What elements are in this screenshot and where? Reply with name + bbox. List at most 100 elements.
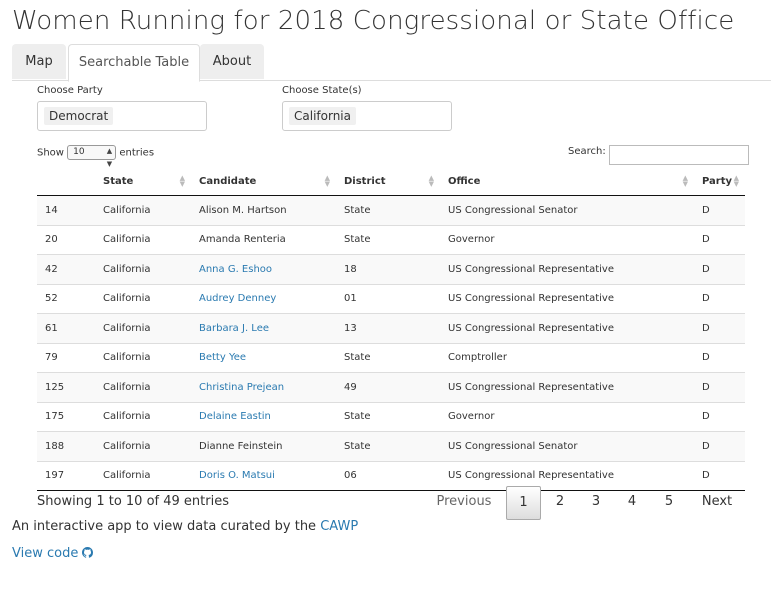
candidate-link[interactable]: Doris O. Matsui	[199, 470, 275, 482]
table-row[interactable]: 14 California Alison M. Hartson State US Con…	[37, 195, 745, 225]
cell-index: 61	[37, 313, 95, 343]
cawp-link[interactable]: CAWP	[320, 519, 359, 534]
column-header-party[interactable]: Party ▲ ▼	[694, 167, 745, 196]
entries-length-control: Show 10 ▲ ▼ entries	[37, 145, 155, 168]
entries-select[interactable]: 10 ▲ ▼	[67, 145, 117, 168]
view-code-link[interactable]: View code	[12, 546, 94, 561]
cell-candidate: Dianne Feinstein	[191, 431, 336, 461]
party-filter-label: Choose Party	[37, 85, 103, 96]
cell-candidate: Amanda Renteria	[191, 224, 336, 255]
github-icon	[82, 547, 94, 558]
table-row[interactable]: 175 California Delaine Eastin State Governor…	[37, 401, 745, 432]
cell-party: D	[694, 283, 745, 314]
table-info: Showing 1 to 10 of 49 entries	[37, 494, 229, 509]
cell-party: D	[694, 401, 745, 432]
table-row[interactable]: 20 California Amanda Renteria State Governor…	[37, 224, 745, 255]
entries-label: entries	[119, 147, 155, 159]
sort-icon: ▲ ▼	[179, 174, 185, 188]
table-row[interactable]: 61 California Barbara J. Lee 13 US Congressi…	[37, 313, 745, 343]
state-filter-label: Choose State(s)	[282, 85, 362, 96]
party-selected-value: Democrat	[44, 107, 114, 125]
previous-page-button[interactable]: Previous	[436, 494, 492, 509]
next-page-button[interactable]: Next	[701, 494, 733, 509]
cell-state: California	[95, 313, 191, 343]
cell-party: D	[694, 313, 745, 343]
table-row[interactable]: 197 California Doris O. Matsui 06 US Congres…	[37, 460, 745, 491]
page-button-3[interactable]: 3	[591, 494, 601, 509]
table-row[interactable]: 42 California Anna G. Eshoo 18 US Congressio…	[37, 254, 745, 284]
search-input[interactable]	[609, 145, 749, 165]
cell-district: 49	[336, 372, 440, 402]
state-selected-value: California	[289, 107, 356, 125]
tab-about[interactable]: About	[200, 44, 264, 79]
cell-index: 52	[37, 283, 95, 314]
tab-bar: Map Searchable Table About	[12, 44, 771, 82]
cell-index: 20	[37, 224, 95, 255]
cell-candidate: Anna G. Eshoo	[191, 254, 336, 284]
cell-office: US Congressional Senator	[440, 195, 694, 225]
table-row[interactable]: 52 California Audrey Denney 01 US Congressio…	[37, 283, 745, 314]
cell-index: 14	[37, 195, 95, 225]
cell-index: 79	[37, 342, 95, 373]
cell-party: D	[694, 372, 745, 402]
cell-district: State	[336, 342, 440, 373]
cell-district: State	[336, 224, 440, 255]
sort-icon: ▲ ▼	[428, 174, 434, 188]
candidate-link[interactable]: Audrey Denney	[199, 293, 277, 305]
page-button-2[interactable]: 2	[555, 494, 565, 509]
cell-office: US Congressional Representative	[440, 283, 694, 314]
cell-office: Comptroller	[440, 342, 694, 373]
cell-district: 18	[336, 254, 440, 284]
cell-party: D	[694, 195, 745, 225]
cell-candidate: Audrey Denney	[191, 283, 336, 314]
cell-index: 42	[37, 254, 95, 284]
candidate-link[interactable]: Anna G. Eshoo	[199, 263, 273, 275]
cell-district: 06	[336, 460, 440, 491]
cell-party: D	[694, 342, 745, 373]
cell-candidate: Doris O. Matsui	[191, 460, 336, 491]
page-title: Women Running for 2018 Congressional or …	[12, 6, 735, 36]
column-header-index[interactable]	[37, 167, 95, 196]
table-row[interactable]: 188 California Dianne Feinstein State US Con…	[37, 431, 745, 461]
show-label: Show	[37, 147, 64, 159]
cell-candidate: Barbara J. Lee	[191, 313, 336, 343]
cell-office: Governor	[440, 224, 694, 255]
page-button-1[interactable]: 1	[506, 486, 541, 520]
cell-district: 01	[336, 283, 440, 314]
cell-candidate: Betty Yee	[191, 342, 336, 373]
cell-district: State	[336, 431, 440, 461]
candidate-link[interactable]: Betty Yee	[199, 352, 247, 364]
column-header-state[interactable]: State ▲ ▼	[95, 167, 191, 196]
cell-index: 125	[37, 372, 95, 402]
cell-office: Governor	[440, 401, 694, 432]
cell-state: California	[95, 342, 191, 373]
column-header-district[interactable]: District ▲ ▼	[336, 167, 440, 196]
cell-state: California	[95, 431, 191, 461]
tab-searchable-table[interactable]: Searchable Table	[68, 44, 200, 82]
column-header-candidate[interactable]: Candidate ▲ ▼	[191, 167, 336, 196]
sort-icon: ▲ ▼	[733, 174, 739, 188]
cell-office: US Congressional Senator	[440, 431, 694, 461]
page-button-4[interactable]: 4	[627, 494, 637, 509]
cell-state: California	[95, 401, 191, 432]
cell-candidate: Delaine Eastin	[191, 401, 336, 432]
entries-value: 10	[73, 147, 85, 157]
page-button-5[interactable]: 5	[664, 494, 674, 509]
view-code-label: View code	[12, 546, 79, 561]
cell-state: California	[95, 460, 191, 491]
state-select[interactable]: California	[282, 101, 452, 131]
candidate-link[interactable]: Delaine Eastin	[199, 411, 271, 423]
cell-party: D	[694, 431, 745, 461]
cell-candidate: Christina Prejean	[191, 372, 336, 402]
table-row[interactable]: 79 California Betty Yee State Comptroller D	[37, 342, 745, 373]
candidates-table: State ▲ ▼ Candidate ▲ ▼ District ▲ ▼ Office ▲ ▼ …	[37, 167, 745, 491]
table-row[interactable]: 125 California Christina Prejean 49 US Congr…	[37, 372, 745, 402]
cell-state: California	[95, 224, 191, 255]
party-select[interactable]: Democrat	[37, 101, 207, 131]
column-header-office[interactable]: Office ▲ ▼	[440, 167, 694, 196]
tab-map[interactable]: Map	[12, 44, 66, 79]
candidate-link[interactable]: Barbara J. Lee	[199, 322, 269, 334]
cell-index: 175	[37, 401, 95, 432]
footer-text: An interactive app to view data curated …	[12, 519, 321, 534]
candidate-link[interactable]: Christina Prejean	[199, 381, 285, 393]
